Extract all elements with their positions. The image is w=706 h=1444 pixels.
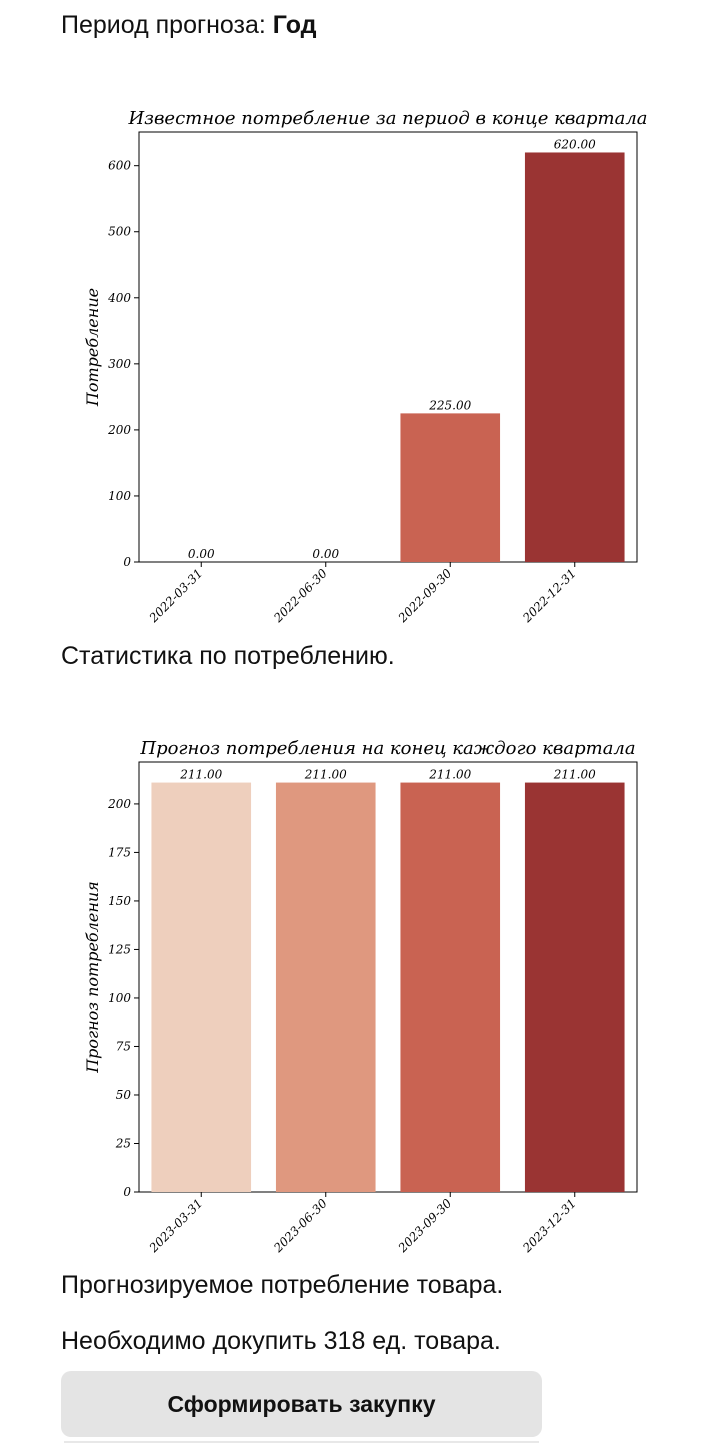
bar-value-label: 0.00 xyxy=(188,547,215,561)
y-tick-label: 100 xyxy=(108,991,131,1005)
y-tick-label: 200 xyxy=(107,423,131,437)
chart-title: Известное потребление за период в конце … xyxy=(127,108,647,129)
bar-value-label: 225.00 xyxy=(428,398,471,412)
y-axis-label: Потребление xyxy=(83,288,102,407)
y-tick-label: 25 xyxy=(115,1136,131,1150)
x-tick-label: 2023-06-30 xyxy=(270,1196,330,1256)
x-tick-label: 2022-03-31 xyxy=(146,566,206,626)
bar-2022-09-30 xyxy=(400,413,501,562)
bar-value-label: 211.00 xyxy=(304,768,347,782)
bar-2023-09-30 xyxy=(400,782,501,1192)
y-tick-label: 0 xyxy=(123,555,131,569)
create-purchase-button[interactable]: Сформировать закупку xyxy=(61,1371,542,1437)
forecast-period-label: Период прогноза: xyxy=(61,11,266,39)
y-tick-label: 500 xyxy=(108,225,131,239)
y-tick-label: 400 xyxy=(107,291,131,305)
y-tick-label: 100 xyxy=(108,489,131,503)
bar-2023-12-31 xyxy=(524,782,625,1192)
purchase-required-note: Необходимо докупить 318 ед. товара. xyxy=(61,1327,501,1355)
plot-frame xyxy=(138,761,638,1193)
y-tick-label: 125 xyxy=(108,942,131,956)
known-consumption-chart: Известное потребление за период в конце … xyxy=(83,108,648,626)
x-tick-label: 2023-09-30 xyxy=(395,1196,455,1256)
y-tick-label: 600 xyxy=(108,159,131,173)
x-tick-label: 2023-03-31 xyxy=(146,1196,206,1256)
bar-value-label: 211.00 xyxy=(428,768,471,782)
y-tick-label: 300 xyxy=(108,357,131,371)
y-tick-label: 0 xyxy=(123,1185,131,1199)
x-tick-label: 2023-12-31 xyxy=(519,1196,579,1256)
forecast-period-value: Год xyxy=(272,11,317,39)
forecast-period-line: Период прогноза: Год xyxy=(61,10,317,40)
x-tick-label: 2022-09-30 xyxy=(395,566,455,626)
y-tick-label: 50 xyxy=(116,1088,132,1102)
plot-frame xyxy=(138,131,638,563)
bar-value-label: 211.00 xyxy=(179,768,222,782)
bar-2023-06-30 xyxy=(275,782,376,1192)
chart-title: Прогноз потребления на конец каждого ква… xyxy=(139,738,635,759)
stats-caption: Статистика по потреблению. xyxy=(61,642,395,670)
x-tick-label: 2022-06-30 xyxy=(270,566,330,626)
bar-value-label: 0.00 xyxy=(312,547,339,561)
x-tick-label: 2022-12-31 xyxy=(519,566,579,626)
bar-2023-03-31 xyxy=(151,782,252,1192)
bar-value-label: 211.00 xyxy=(553,768,596,782)
y-tick-label: 200 xyxy=(107,797,131,811)
y-tick-label: 75 xyxy=(116,1039,131,1053)
button-divider xyxy=(64,1441,539,1443)
bar-value-label: 620.00 xyxy=(554,137,596,151)
y-axis-label: Прогноз потребления xyxy=(83,881,102,1074)
y-tick-label: 175 xyxy=(108,845,131,859)
y-tick-label: 150 xyxy=(108,894,131,908)
forecast-consumption-chart: Прогноз потребления на конец каждого ква… xyxy=(83,738,638,1256)
forecast-caption: Прогнозируемое потребление товара. xyxy=(61,1271,504,1299)
bar-2022-12-31 xyxy=(524,152,625,562)
